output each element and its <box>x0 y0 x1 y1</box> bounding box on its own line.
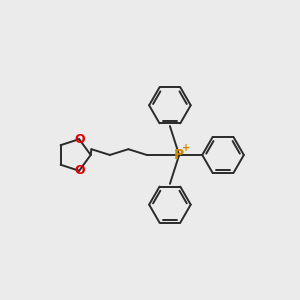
Text: +: + <box>182 143 190 153</box>
Text: P: P <box>174 148 184 162</box>
Text: O: O <box>74 133 85 146</box>
Text: O: O <box>74 164 85 177</box>
